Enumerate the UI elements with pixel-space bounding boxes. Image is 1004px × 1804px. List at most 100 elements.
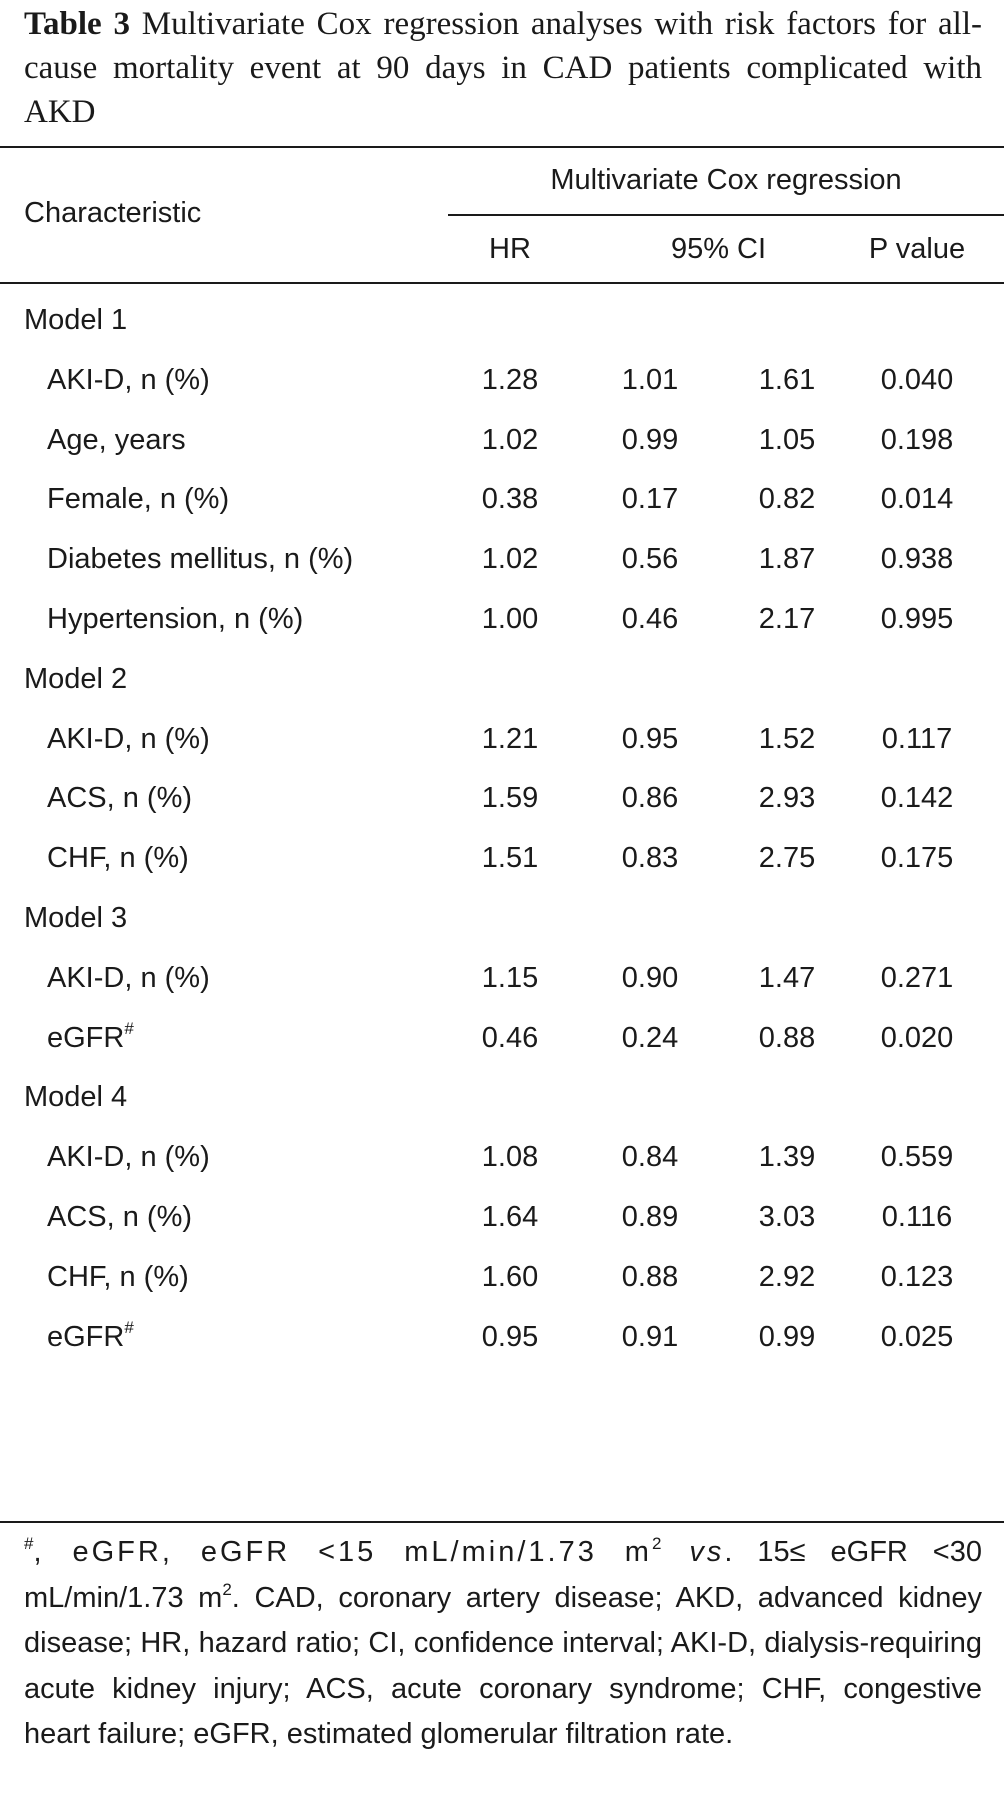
- row-label-text: AKI-D, n (%): [47, 363, 210, 396]
- row-label-text: Female, n (%): [47, 483, 230, 516]
- row-label-text: CHF, n (%): [47, 842, 189, 875]
- table-footnote: #, eGFR, eGFR <15 mL/min/1.73 m2 vs. 15≤…: [24, 1530, 982, 1758]
- table-group-header: Model 1: [0, 286, 1004, 355]
- cell-ci-lower: 0.91: [621, 1320, 679, 1353]
- cell-ci-upper: 2.92: [758, 1260, 816, 1293]
- row-label-text: CHF, n (%): [47, 1260, 189, 1293]
- cell-p-value: 0.995: [880, 603, 954, 635]
- row-label: AKI-D, n (%): [47, 346, 210, 415]
- table-row: CHF, n (%) 1.60 0.88 2.92 0.123: [0, 1243, 1004, 1312]
- footnote-sup2: 2: [222, 1579, 232, 1599]
- row-label: Hypertension, n (%): [47, 585, 303, 654]
- group-label: Model 1: [24, 286, 127, 355]
- header-rule: [0, 282, 1004, 284]
- row-label-text: AKI-D, n (%): [47, 1141, 210, 1174]
- cell-ci-upper: 1.87: [758, 543, 816, 576]
- row-label: AKI-D, n (%): [47, 705, 210, 774]
- row-label: Diabetes mellitus, n (%): [47, 525, 353, 594]
- cell-p-value: 0.123: [880, 1260, 954, 1293]
- cell-ci-upper: 1.05: [758, 423, 816, 456]
- bottom-rule: [0, 1521, 1004, 1523]
- group-label: Model 4: [24, 1063, 127, 1132]
- cell-hr: 1.60: [481, 1260, 539, 1293]
- table-row: Hypertension, n (%) 1.00 0.46 2.17 0.995: [0, 585, 1004, 654]
- row-label: AKI-D, n (%): [47, 944, 210, 1013]
- footnote-first-line: #, eGFR, eGFR <15 mL/min/1.73 m2 vs: [24, 1534, 725, 1568]
- header-hr: HR: [489, 233, 531, 265]
- cell-ci-lower: 0.89: [621, 1201, 679, 1233]
- cell-hr: 1.59: [481, 782, 539, 815]
- footnote-part2: . 15≤ eGFR <30 mL/min/1.73 m: [24, 1536, 982, 1614]
- cell-ci-upper: 2.93: [758, 782, 816, 815]
- cell-hr: 1.51: [481, 842, 539, 875]
- cell-p-value: 0.116: [881, 1201, 953, 1233]
- table-row: AKI-D, n (%) 1.21 0.95 1.52 0.117: [0, 705, 1004, 774]
- cell-ci-lower: 0.83: [621, 842, 679, 875]
- cell-ci-upper: 2.17: [758, 603, 816, 635]
- cell-p-value: 0.271: [880, 961, 954, 994]
- row-label: Age, years: [47, 406, 186, 475]
- cell-p-value: 0.020: [880, 1021, 954, 1054]
- table-title: Multivariate Cox regression analyses wit…: [24, 6, 983, 130]
- row-label-text: eGFR: [47, 1320, 125, 1353]
- row-label-text: Age, years: [47, 423, 186, 456]
- row-label-text: AKI-D, n (%): [47, 961, 210, 994]
- group-label: Model 3: [24, 884, 127, 953]
- cell-p-value: 0.938: [880, 543, 954, 576]
- row-label-text: ACS, n (%): [47, 782, 193, 815]
- cell-p-value: 0.142: [880, 782, 954, 815]
- cell-ci-lower: 0.84: [621, 1141, 679, 1174]
- table-row: eGFR# 0.95 0.91 0.99 0.025: [0, 1303, 1004, 1372]
- table-row: ACS, n (%) 1.59 0.86 2.93 0.142: [0, 764, 1004, 833]
- table-group-header: Model 4: [0, 1063, 1004, 1132]
- table-row: Age, years 1.02 0.99 1.05 0.198: [0, 406, 1004, 475]
- cell-hr: 1.15: [481, 961, 539, 994]
- header-group-multivariate: Multivariate Cox regression: [550, 164, 902, 196]
- cell-hr: 1.28: [481, 363, 539, 396]
- row-label-text: ACS, n (%): [47, 1201, 193, 1233]
- cell-ci-upper: 0.88: [758, 1021, 816, 1054]
- cell-p-value: 0.559: [880, 1141, 954, 1174]
- footnote-vs: vs: [689, 1536, 725, 1568]
- footnote-part3: . CAD, coronary artery disease; AKD, adv…: [24, 1581, 982, 1751]
- cell-p-value: 0.198: [880, 423, 954, 456]
- cell-hr: 0.95: [481, 1320, 539, 1353]
- row-label: AKI-D, n (%): [47, 1123, 210, 1192]
- cell-hr: 1.02: [481, 543, 539, 576]
- cell-ci-upper: 0.82: [758, 483, 816, 516]
- row-label-text: Diabetes mellitus, n (%): [47, 543, 354, 576]
- table-group-header: Model 3: [0, 884, 1004, 953]
- footnote-marker: #: [124, 1317, 134, 1337]
- cell-hr: 0.46: [481, 1021, 539, 1054]
- row-label: Female, n (%): [47, 465, 229, 534]
- row-label-text: Model 2: [24, 662, 128, 695]
- footnote-mark: #: [24, 1534, 34, 1553]
- cell-hr: 1.64: [481, 1201, 539, 1233]
- cell-ci-upper: 1.47: [758, 961, 816, 994]
- header-ci: 95% CI: [670, 233, 767, 265]
- top-rule: [0, 146, 1004, 148]
- table-number: Table 3: [24, 6, 130, 42]
- table-row: AKI-D, n (%) 1.15 0.90 1.47 0.271: [0, 944, 1004, 1013]
- row-label-text: Hypertension, n (%): [47, 603, 304, 635]
- cell-hr: 1.02: [481, 423, 539, 456]
- header-characteristic: Characteristic: [24, 197, 202, 229]
- row-label: eGFR#: [47, 1004, 134, 1073]
- row-label-text: Model 1: [24, 304, 128, 336]
- cell-p-value: 0.014: [880, 483, 954, 516]
- cell-hr: 1.21: [481, 722, 539, 755]
- cell-ci-lower: 0.17: [621, 483, 679, 516]
- table-row: Diabetes mellitus, n (%) 1.02 0.56 1.87 0.93…: [0, 525, 1004, 594]
- cell-ci-upper: 3.03: [758, 1201, 816, 1233]
- row-label: eGFR#: [47, 1303, 134, 1372]
- table-row: Female, n (%) 0.38 0.17 0.82 0.014: [0, 465, 1004, 534]
- row-label-text: Model 3: [24, 902, 128, 934]
- header-p-value: P value: [868, 233, 966, 265]
- table-row: AKI-D, n (%) 1.08 0.84 1.39 0.559: [0, 1123, 1004, 1192]
- group-label: Model 2: [24, 645, 127, 714]
- cell-p-value: 0.175: [880, 842, 954, 875]
- cell-hr: 0.38: [481, 483, 539, 516]
- cell-ci-lower: 0.95: [621, 722, 679, 755]
- cell-p-value: 0.025: [880, 1320, 954, 1353]
- cell-p-value: 0.040: [880, 363, 954, 396]
